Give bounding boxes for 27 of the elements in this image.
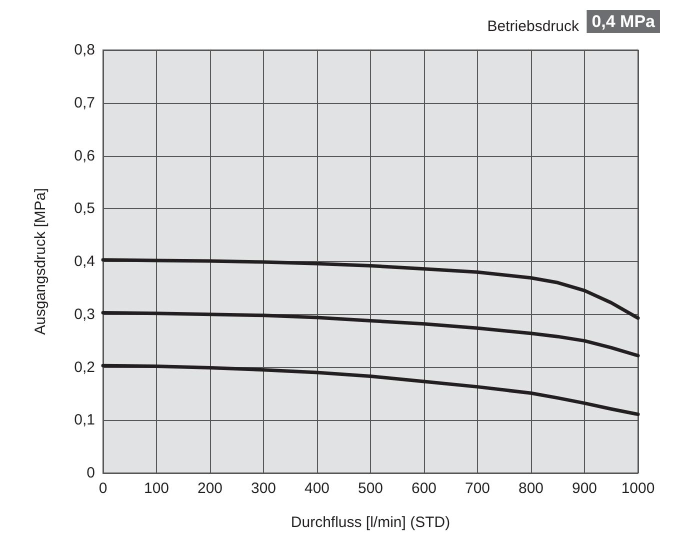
y-tick-label: 0,7 xyxy=(74,94,95,112)
x-tick-label: 1000 xyxy=(621,480,655,497)
y-tick-label: 0,2 xyxy=(74,358,95,376)
line-series xyxy=(101,258,640,320)
x-tick-label: 700 xyxy=(464,480,490,497)
line-series xyxy=(101,364,640,416)
y-axis-title: Ausgangsdruck [MPa] xyxy=(32,188,49,335)
y-tick-label: 0,5 xyxy=(74,200,95,218)
y-tick-label: 0,1 xyxy=(74,412,95,429)
x-tick-label: 500 xyxy=(358,480,384,497)
line-series xyxy=(101,311,640,358)
y-tick-label: 0,4 xyxy=(74,253,95,270)
x-tick-label: 600 xyxy=(411,480,437,497)
x-tick-label: 900 xyxy=(572,480,598,497)
y-tick-label: 0,8 xyxy=(74,42,95,58)
y-tick-label: 0 xyxy=(86,464,95,482)
x-axis-title: Durchfluss [l/min] (STD) xyxy=(290,514,450,531)
chart-title: Betriebsdruck xyxy=(487,18,580,35)
x-tick-label: 100 xyxy=(144,480,170,497)
x-tick-label: 800 xyxy=(518,480,544,497)
y-tick-label: 0,6 xyxy=(74,147,95,164)
text: 0,4 MPa xyxy=(592,12,656,31)
x-tick-label: 200 xyxy=(197,480,223,497)
x-tick-label: 400 xyxy=(304,480,330,497)
x-tick-label: 0 xyxy=(98,480,108,497)
y-tick-label: 0,3 xyxy=(74,306,95,323)
x-tick-label: 300 xyxy=(250,480,276,497)
